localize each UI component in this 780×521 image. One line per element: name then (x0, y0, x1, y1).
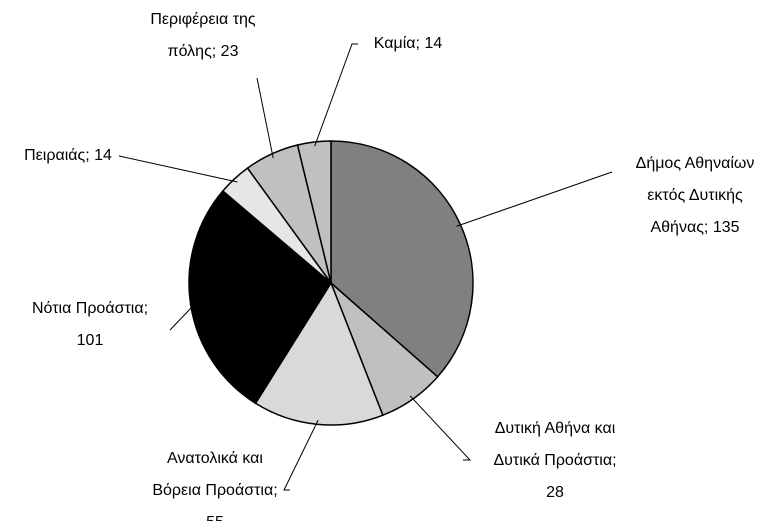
category-name: Πειραιάς (24, 147, 86, 164)
slice-value: 14 (424, 35, 443, 52)
leader-line (409, 395, 472, 461)
category-name: Δυτική Αθήνα και Δυτικά Προάστια (493, 420, 616, 469)
data-label: Νότια Προάστια; 101 (28, 293, 153, 357)
label-separator: ; (85, 147, 95, 164)
category-name: Νότια Προάστια (31, 300, 144, 317)
slice-value: 135 (712, 219, 740, 236)
label-separator: ; (415, 35, 425, 52)
leader-line (314, 43, 358, 147)
leader-line (456, 171, 613, 227)
pie-slice (296, 140, 332, 284)
data-label: Δήμος Αθηναίων εκτός Δυτικής Αθήνας; 135 (625, 148, 765, 244)
leader-line (256, 77, 274, 159)
data-label: Καμία; 14 (374, 28, 442, 60)
leader-line (118, 155, 238, 183)
label-separator: ; (612, 452, 617, 469)
slice-value: 28 (546, 484, 564, 501)
label-separator: ; (211, 43, 221, 60)
category-name: Περιφέρεια της πόλης (150, 11, 256, 60)
label-separator: ; (273, 482, 278, 499)
data-label: Δυτική Αθήνα και Δυτικά Προάστια; 28 (485, 413, 625, 509)
data-label: Περιφέρεια της πόλης; 23 (138, 4, 268, 68)
category-name: Δήμος Αθηναίων εκτός Δυτικής Αθήνας (635, 155, 755, 236)
category-name: Καμία (373, 35, 416, 52)
slice-value: 23 (220, 43, 239, 60)
pie-slice (188, 189, 332, 405)
label-separator: ; (143, 300, 149, 317)
pie-slice (254, 281, 384, 426)
slice-value: 14 (94, 147, 112, 164)
data-label: Ανατολικά και Βόρεια Προάστια; 55 (148, 443, 283, 521)
slice-value: 101 (76, 332, 104, 349)
label-separator: ; (703, 219, 713, 236)
category-name: Ανατολικά και Βόρεια Προάστια (152, 450, 274, 499)
data-label: Πειραιάς; 14 (24, 140, 112, 172)
leader-line (283, 419, 319, 491)
slice-value: 55 (206, 514, 224, 521)
leader-line (169, 303, 196, 331)
